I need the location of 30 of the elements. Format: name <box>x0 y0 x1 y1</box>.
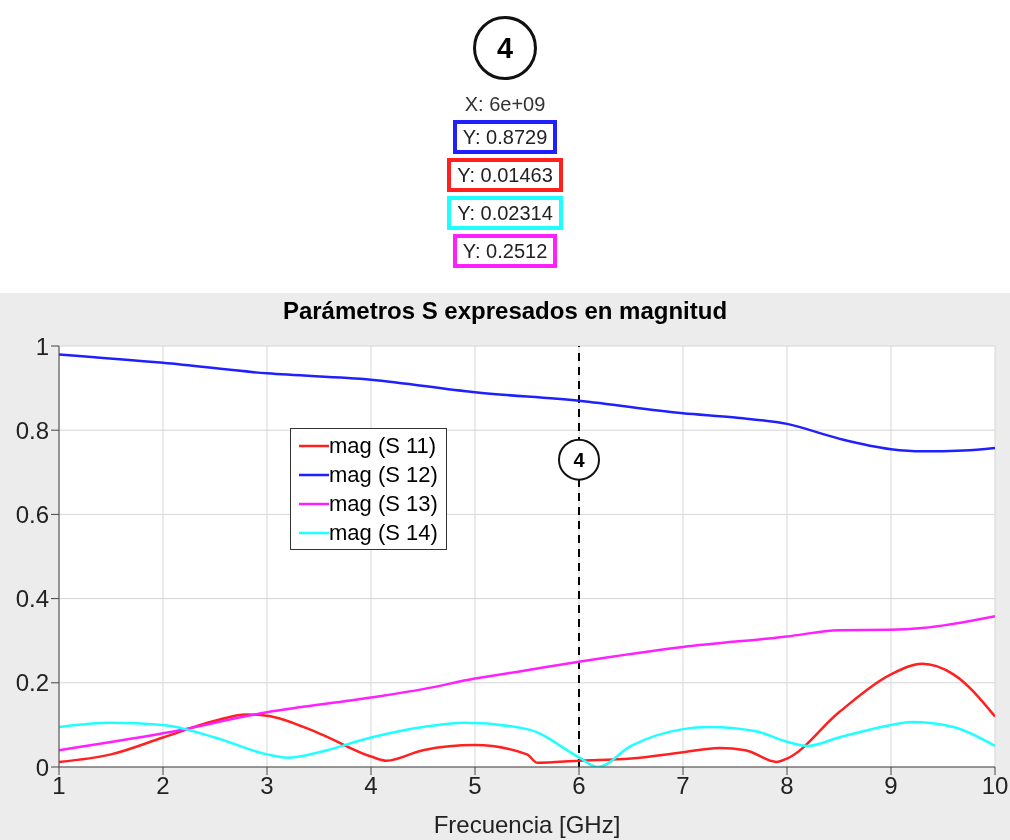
legend-label: mag (S 14) <box>329 519 438 547</box>
x-tick-label: 10 <box>981 772 1009 800</box>
y-tick-label: 0.2 <box>15 669 49 697</box>
text: X: 6e+09 <box>464 92 546 116</box>
x-tick-label: 7 <box>676 772 690 800</box>
x-tick-label: 9 <box>884 772 898 800</box>
y-tick-label: 1 <box>35 332 49 360</box>
line-series <box>59 615 995 752</box>
chart-title: Parámetros S expresados en magnitud <box>281 297 729 325</box>
x-tick-label: 2 <box>156 772 170 800</box>
x-tick-label: 6 <box>572 772 586 800</box>
text: Y: 0.2512 <box>452 234 558 268</box>
text: 4 <box>473 16 537 80</box>
legend-label: mag (S 13) <box>329 490 438 518</box>
x-tick-label: 5 <box>468 772 482 800</box>
x-tick-label: 8 <box>780 772 794 800</box>
text: Y: 0.01463 <box>447 158 563 192</box>
legend-label: mag (S 12) <box>329 461 438 489</box>
y-tick-label: 0.6 <box>15 500 49 528</box>
text: Y: 0.02314 <box>447 196 563 230</box>
y-tick-label: 0.4 <box>15 585 49 613</box>
x-tick-label: 4 <box>364 772 378 800</box>
annotation: 4 <box>573 448 586 471</box>
y-tick-label: 0.8 <box>15 416 49 444</box>
y-tick-label: 0 <box>35 753 49 781</box>
text: Y: 0.8729 <box>452 120 558 154</box>
x-tick-label: 3 <box>260 772 274 800</box>
x-axis-title: Frecuencia [GHz] <box>433 811 621 838</box>
legend-label: mag (S 11) <box>329 432 437 460</box>
x-tick-label: 1 <box>52 772 66 800</box>
